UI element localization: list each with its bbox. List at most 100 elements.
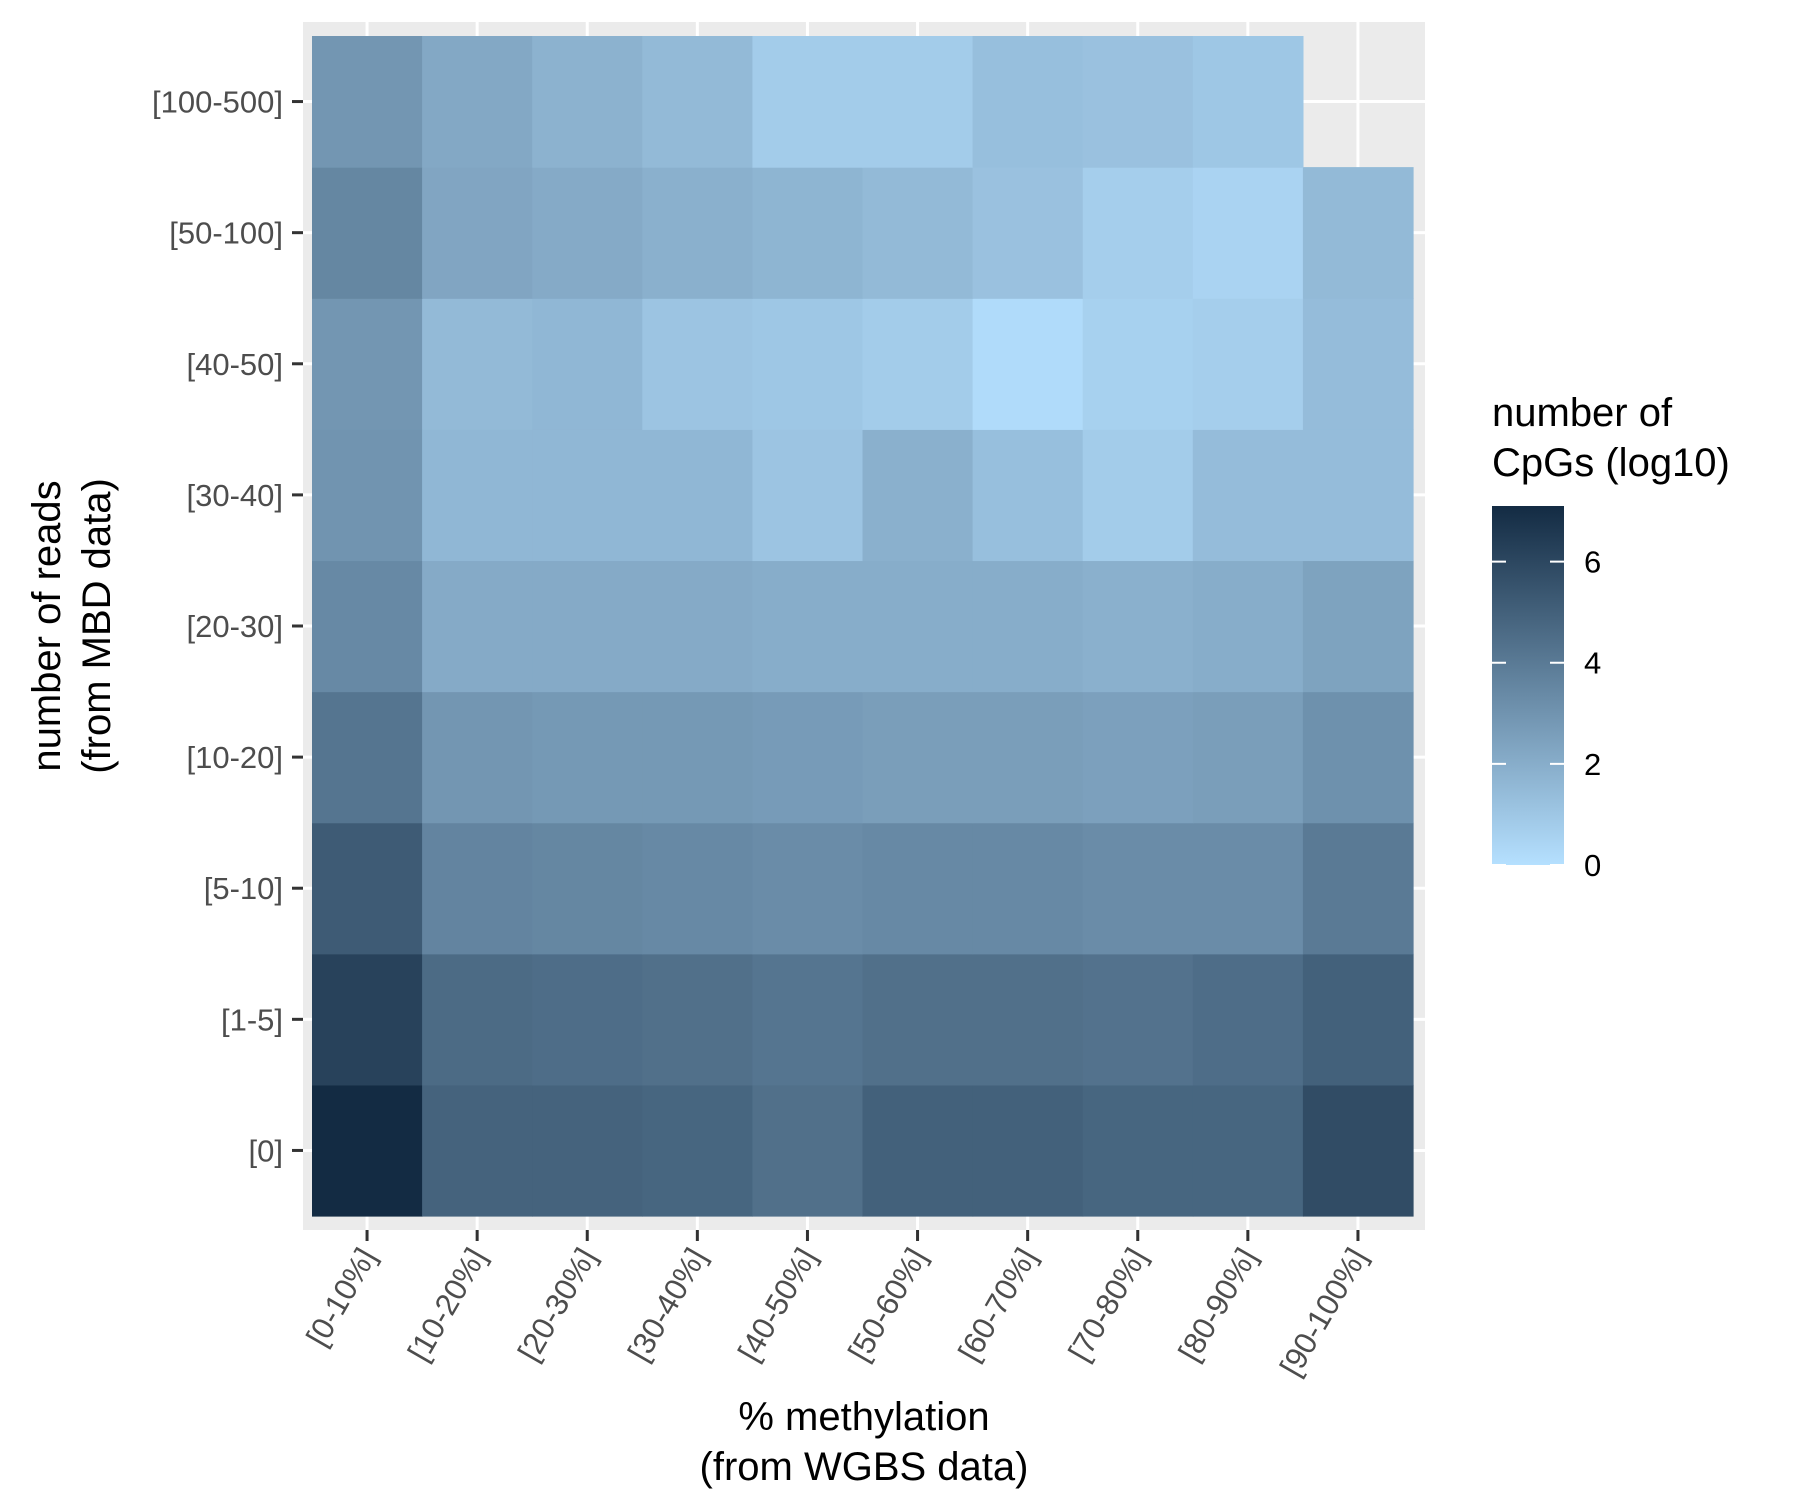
x-tick-label: [50-60%] (841, 1242, 933, 1367)
heatmap-cell-[100-500]-[70-80%] (1082, 36, 1194, 168)
heatmap-cell-[0]-[30-40%] (642, 1084, 753, 1217)
heatmap-cell-[40-50]-[0-10%] (312, 298, 423, 430)
heatmap-cell-[40-50]-[10-20%] (422, 298, 533, 430)
colorbar-tick-label: 0 (1584, 848, 1601, 883)
heatmap-cell-[50-100]-[60-70%] (972, 167, 1084, 299)
heatmap-cell-[0]-[60-70%] (972, 1084, 1084, 1217)
heatmap-cell-[50-100]-[0-10%] (312, 167, 423, 299)
heatmap-cell-[40-50]-[60-70%] (972, 298, 1084, 430)
heatmap-cell-[40-50]-[70-80%] (1082, 298, 1194, 430)
heatmap-cell-[0]-[20-30%] (532, 1084, 643, 1217)
y-tick-label: [20-30] (186, 609, 283, 644)
y-tick-label: [50-100] (169, 216, 283, 251)
heatmap-cell-[30-40]-[30-40%] (642, 429, 753, 562)
legend-title: number of CpGs (log10) (1492, 391, 1730, 485)
x-axis-title-line: % methylation (738, 1395, 989, 1439)
heatmap-cell-[100-500]-[20-30%] (532, 36, 643, 168)
heatmap-cell-[0]-[10-20%] (422, 1084, 533, 1217)
heatmap-cell-[50-100]-[30-40%] (642, 167, 753, 299)
heatmap-cell-[100-500]-[50-60%] (862, 36, 974, 168)
heatmap-cell-[10-20]-[70-80%] (1082, 691, 1194, 824)
heatmap-cell-[100-500]-[60-70%] (972, 36, 1084, 168)
x-tick-label: [10-20%] (401, 1242, 493, 1367)
heatmap-cell-[1-5]-[40-50%] (752, 953, 864, 1086)
heatmap-cell-[10-20]-[20-30%] (532, 691, 643, 824)
x-tick-label: [20-30%] (511, 1242, 603, 1367)
heatmap-cell-[50-100]-[70-80%] (1082, 167, 1194, 299)
x-tick-label: [70-80%] (1061, 1242, 1153, 1367)
heatmap-cell-[1-5]-[50-60%] (862, 953, 974, 1086)
heatmap-cell-[50-100]-[90-100%] (1302, 167, 1414, 299)
heatmap-cell-[30-40]-[40-50%] (752, 429, 864, 562)
heatmap-cell-[5-10]-[90-100%] (1302, 822, 1414, 955)
colorbar-gradient (1492, 506, 1564, 865)
heatmap-cell-[5-10]-[60-70%] (972, 822, 1084, 955)
heatmap-cell-[100-500]-[10-20%] (422, 36, 533, 168)
heatmap-cell-[20-30]-[0-10%] (312, 560, 423, 693)
y-axis-title-line: (from MBD data) (75, 478, 119, 774)
heatmap-cell-[50-100]-[80-90%] (1192, 167, 1304, 299)
heatmap-cell-[10-20]-[90-100%] (1302, 691, 1414, 824)
heatmap-cell-[1-5]-[0-10%] (312, 953, 423, 1086)
x-tick-label: [40-50%] (731, 1242, 823, 1367)
y-tick-label: [10-20] (186, 740, 283, 775)
heatmap-cell-[40-50]-[20-30%] (532, 298, 643, 430)
heatmap-cells (312, 36, 1414, 1217)
heatmap-cell-[10-20]-[10-20%] (422, 691, 533, 824)
heatmap-cell-[0]-[90-100%] (1302, 1084, 1414, 1217)
heatmap-cell-[0]-[50-60%] (862, 1084, 974, 1217)
x-axis-title-line: (from WGBS data) (700, 1445, 1029, 1489)
heatmap-cell-[20-30]-[30-40%] (642, 560, 753, 693)
x-tick-label: [80-90%] (1172, 1242, 1264, 1367)
y-tick-label: [100-500] (152, 85, 283, 120)
heatmap-cell-[100-500]-[30-40%] (642, 36, 753, 168)
heatmap-cell-[1-5]-[20-30%] (532, 953, 643, 1086)
y-axis-title-line: number of reads (25, 480, 69, 771)
heatmap-cell-[0]-[70-80%] (1082, 1084, 1194, 1217)
colorbar-tick-label: 2 (1584, 747, 1601, 782)
x-tick-label: [90-100%] (1273, 1242, 1374, 1382)
heatmap-cell-[0]-[40-50%] (752, 1084, 864, 1217)
heatmap-cell-[20-30]-[60-70%] (972, 560, 1084, 693)
heatmap-cell-[1-5]-[90-100%] (1302, 953, 1414, 1086)
heatmap-cell-[30-40]-[20-30%] (532, 429, 643, 562)
y-axis-title: number of reads (from MBD data) (25, 478, 119, 774)
heatmap-cell-[30-40]-[80-90%] (1192, 429, 1304, 562)
legend-title-line: CpGs (log10) (1492, 441, 1730, 485)
x-tick-label: [30-40%] (621, 1242, 713, 1367)
heatmap-cell-[50-100]-[50-60%] (862, 167, 974, 299)
heatmap-cell-[30-40]-[90-100%] (1302, 429, 1414, 562)
heatmap-cell-[10-20]-[40-50%] (752, 691, 864, 824)
heatmap-cell-[5-10]-[0-10%] (312, 822, 423, 955)
x-axis-title: % methylation (from WGBS data) (700, 1395, 1029, 1489)
heatmap-cell-[100-500]-[80-90%] (1192, 36, 1304, 168)
heatmap-cell-[5-10]-[50-60%] (862, 822, 974, 955)
heatmap-cell-[20-30]-[90-100%] (1302, 560, 1414, 693)
heatmap-cell-[50-100]-[20-30%] (532, 167, 643, 299)
colorbar-tick-label: 6 (1584, 545, 1601, 580)
heatmap-cell-[1-5]-[60-70%] (972, 953, 1084, 1086)
heatmap-cell-[100-500]-[0-10%] (312, 36, 423, 168)
colorbar-legend: number of CpGs (log10) 0 2 4 6 (1492, 391, 1730, 883)
heatmap-cell-[20-30]-[10-20%] (422, 560, 533, 693)
y-tick-label: [5-10] (204, 871, 283, 906)
heatmap-cell-[0]-[80-90%] (1192, 1084, 1304, 1217)
heatmap-cell-[0]-[0-10%] (312, 1084, 423, 1217)
heatmap-cell-[5-10]-[20-30%] (532, 822, 643, 955)
heatmap-cell-[1-5]-[10-20%] (422, 953, 533, 1086)
heatmap-cell-[20-30]-[20-30%] (532, 560, 643, 693)
axis-titles: % methylation (from WGBS data) number of r… (25, 478, 1028, 1489)
x-tick-label: [0-10%] (299, 1242, 383, 1352)
heatmap-cell-[5-10]-[70-80%] (1082, 822, 1194, 955)
y-tick-label: [40-50] (186, 347, 283, 382)
heatmap-cell-[30-40]-[10-20%] (422, 429, 533, 562)
y-axis: [0] [1-5] [5-10] [10-20] [20-30] [30-40] [40-5… (152, 85, 303, 1168)
heatmap-cell-[30-40]-[0-10%] (312, 429, 423, 562)
heatmap-cell-[1-5]-[80-90%] (1192, 953, 1304, 1086)
heatmap-cell-[1-5]-[70-80%] (1082, 953, 1194, 1086)
heatmap-cell-[20-30]-[80-90%] (1192, 560, 1304, 693)
heatmap-cell-[10-20]-[30-40%] (642, 691, 753, 824)
heatmap-cell-[30-40]-[70-80%] (1082, 429, 1194, 562)
heatmap-cell-[40-50]-[90-100%] (1302, 298, 1414, 430)
